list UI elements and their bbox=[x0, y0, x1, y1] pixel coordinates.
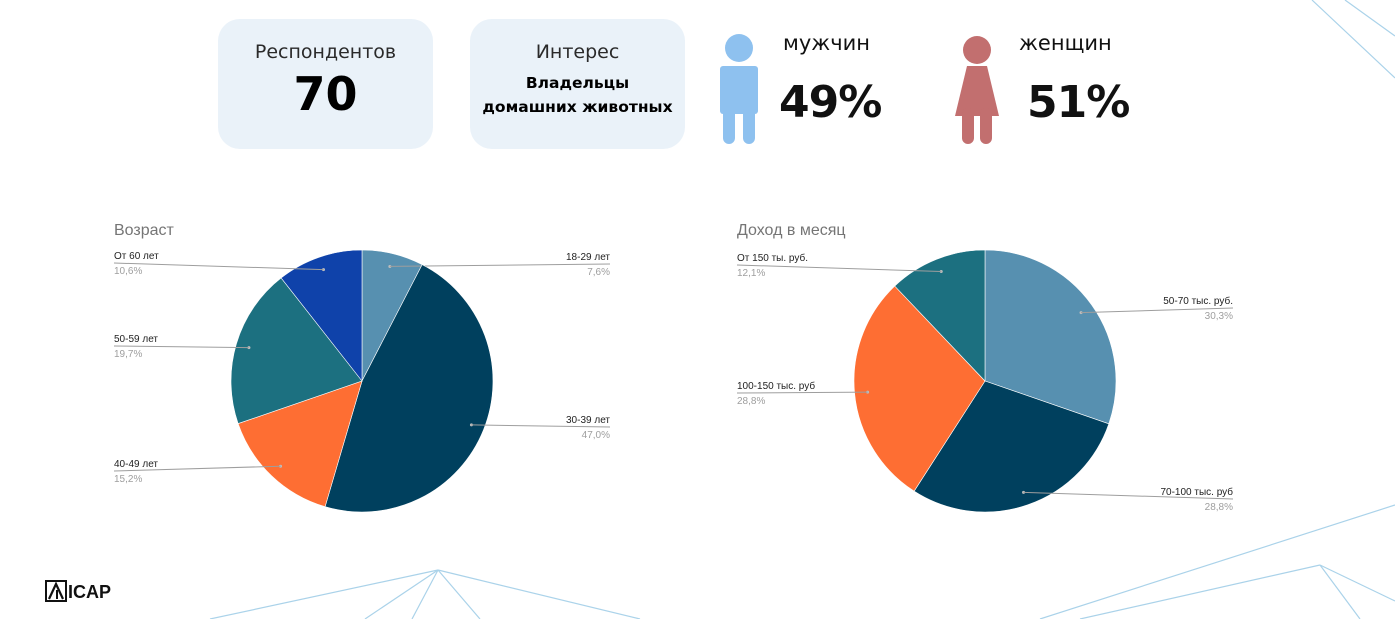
interest-line-1: Владельцы bbox=[525, 74, 630, 92]
male-person-icon bbox=[720, 34, 758, 144]
female-percent: 51% bbox=[1027, 77, 1130, 128]
slice-label: 100-150 тыс. руб bbox=[737, 380, 815, 392]
slice-label: 40-49 лет bbox=[114, 459, 158, 470]
leader-line bbox=[736, 391, 868, 394]
slice-value: 47,0% bbox=[582, 430, 610, 441]
interest-label: Интерес bbox=[535, 41, 620, 63]
pie-slice bbox=[280, 249, 363, 382]
pie-slice bbox=[237, 380, 363, 508]
leader-dot bbox=[247, 346, 251, 350]
pie-slice bbox=[894, 249, 986, 382]
slice-label: 70-100 тыс. руб bbox=[1160, 486, 1233, 498]
leader-line bbox=[113, 465, 281, 472]
leader-dot bbox=[866, 390, 870, 394]
female-label: женщин bbox=[1019, 31, 1112, 55]
svg-text:ICAP: ICAP bbox=[68, 582, 111, 602]
slice-value: 19,7% bbox=[114, 349, 142, 360]
chart-title: Доход в месяц bbox=[737, 222, 846, 239]
interest-line-2: домашних животных bbox=[482, 98, 673, 116]
leader-line bbox=[1080, 307, 1234, 314]
aicap-logo: ICAP bbox=[45, 580, 111, 602]
female-person-icon bbox=[955, 36, 999, 144]
slice-label: 50-70 тыс. руб. bbox=[1163, 295, 1233, 307]
pie-slice bbox=[913, 380, 1110, 513]
slice-label: От 60 лет bbox=[114, 251, 159, 262]
male-percent: 49% bbox=[779, 77, 882, 128]
respondents-label: Респондентов bbox=[254, 41, 397, 63]
slice-value: 28,8% bbox=[737, 396, 765, 407]
pie-slice bbox=[324, 264, 494, 513]
slice-label: 50-59 лет bbox=[114, 334, 158, 345]
pie-slice bbox=[230, 277, 363, 424]
respondents-value: 70 bbox=[293, 67, 358, 121]
age-pie-chart: Возраст 18-29 лет 7,6% 30-39 лет 47,0% 40-49 … bbox=[113, 222, 611, 513]
leader-line bbox=[389, 263, 611, 267]
chart-title: Возраст bbox=[114, 222, 175, 239]
pie-slice bbox=[853, 285, 986, 492]
male-label: мужчин bbox=[783, 31, 870, 55]
slice-value: 28,8% bbox=[1205, 502, 1233, 513]
respondents-card: Респондентов 70 bbox=[218, 19, 433, 149]
income-pie-chart: Доход в месяц 50-70 тыс. руб. 30,3% 70-100 … bbox=[736, 222, 1234, 513]
slice-label: 18-29 лет bbox=[566, 252, 610, 263]
leader-line bbox=[736, 264, 942, 272]
leader-line bbox=[1023, 491, 1234, 500]
slice-label: От 150 ты. руб. bbox=[737, 252, 808, 264]
slice-label: 30-39 лет bbox=[566, 415, 610, 426]
slice-value: 30,3% bbox=[1205, 311, 1233, 322]
slice-value: 10,6% bbox=[114, 266, 142, 277]
pie-slice bbox=[984, 249, 1117, 425]
leader-line bbox=[113, 345, 249, 349]
leader-line bbox=[113, 262, 324, 271]
slice-value: 15,2% bbox=[114, 474, 142, 485]
leader-line bbox=[471, 424, 611, 428]
slice-value: 12,1% bbox=[737, 268, 765, 279]
interest-card: Интерес Владельцы домашних животных bbox=[470, 19, 685, 149]
slice-value: 7,6% bbox=[587, 267, 610, 278]
leader-dot bbox=[388, 264, 392, 268]
